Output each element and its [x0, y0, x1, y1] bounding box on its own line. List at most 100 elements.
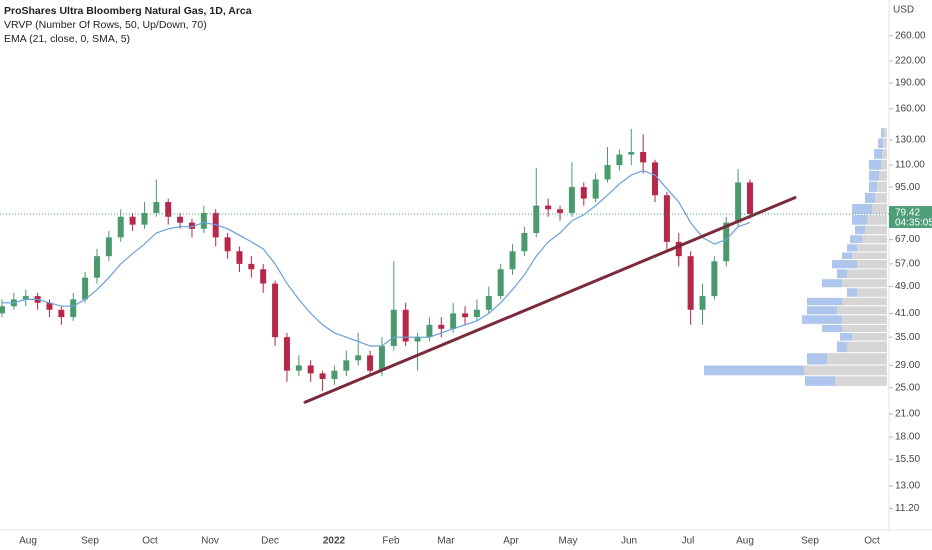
volume-down	[862, 235, 887, 244]
y-tick-label: 220.00	[895, 56, 926, 67]
candle-body	[129, 216, 136, 225]
candle-body	[93, 256, 100, 278]
volume-up	[852, 214, 867, 225]
candle-body	[58, 309, 65, 318]
x-tick-label: Apr	[503, 536, 519, 547]
candle-body	[450, 313, 457, 329]
candle-body	[663, 195, 670, 242]
candle-body	[735, 182, 742, 223]
candle-body	[307, 365, 314, 374]
x-tick-label: Aug	[736, 536, 754, 547]
volume-up	[869, 181, 877, 192]
volume-up	[869, 159, 881, 170]
volume-down	[842, 324, 887, 332]
volume-up	[805, 376, 835, 386]
candle-body	[224, 237, 231, 252]
candle-body	[580, 187, 587, 199]
candle-body	[319, 373, 326, 379]
y-tick-label: 110.00	[895, 160, 925, 171]
y-tick-label: 160.00	[895, 103, 926, 114]
candle-body	[355, 355, 362, 361]
volume-up	[881, 128, 884, 138]
candle-body	[117, 216, 124, 238]
candle-body	[367, 355, 374, 371]
candle-body	[533, 205, 540, 234]
candle-body	[592, 179, 599, 199]
candle-body	[236, 251, 243, 264]
volume-down	[857, 260, 887, 269]
x-tick-label: Jul	[682, 536, 695, 547]
volume-down	[872, 203, 887, 214]
candle-body	[485, 296, 492, 310]
candle-body	[390, 309, 397, 347]
volume-down	[867, 214, 887, 225]
y-tick-label: 57.00	[895, 259, 920, 270]
y-tick-label: 18.00	[895, 432, 920, 443]
trendline	[303, 196, 797, 404]
candle-body	[105, 237, 112, 257]
candle-body	[0, 306, 5, 314]
volume-down	[837, 306, 887, 315]
volume-down	[884, 128, 887, 138]
candle-body	[497, 269, 504, 297]
candle-body	[378, 346, 385, 371]
y-tick-label: 49.00	[895, 281, 920, 292]
y-tick-label: 25.00	[895, 382, 920, 393]
x-tick-label: Mar	[437, 536, 455, 547]
volume-up	[822, 324, 842, 332]
volume-up	[840, 332, 852, 341]
candle-body	[414, 337, 421, 342]
volume-up	[807, 353, 827, 365]
candle-body	[747, 182, 753, 215]
candle-body	[153, 202, 160, 213]
x-tick-label: Feb	[382, 536, 400, 547]
candle-body	[473, 309, 480, 318]
candle-body	[438, 324, 445, 329]
x-tick-label: Oct	[864, 536, 880, 547]
volume-down	[835, 376, 887, 386]
y-tick-label: 21.00	[895, 409, 920, 420]
volume-down	[842, 279, 887, 288]
candle-body	[604, 165, 611, 180]
y-tick-label: 67.00	[895, 234, 920, 245]
volume-down	[847, 269, 887, 279]
ema-line	[2, 170, 751, 347]
candle-body	[260, 269, 267, 284]
candle-body	[331, 370, 338, 379]
volume-up	[852, 203, 872, 214]
candle-body	[82, 277, 89, 300]
volume-up	[847, 244, 857, 252]
x-tick-label: 2022	[323, 536, 346, 547]
volume-down	[852, 252, 887, 260]
candle-body	[70, 299, 77, 318]
candle-body	[545, 205, 552, 210]
candle-body	[295, 365, 302, 371]
y-tick-label: 11.20	[895, 503, 920, 514]
volume-up	[822, 279, 842, 288]
x-tick-label: Oct	[142, 536, 158, 547]
y-tick-label: 130.00	[895, 135, 926, 146]
volume-down	[875, 192, 887, 203]
volume-up	[874, 149, 882, 159]
candle-body	[343, 360, 350, 371]
volume-up	[869, 170, 879, 181]
x-tick-label: Dec	[261, 536, 279, 547]
candle-body	[426, 324, 433, 338]
candle-body	[568, 187, 575, 213]
volume-up	[850, 235, 862, 244]
x-tick-label: Nov	[201, 536, 219, 547]
x-tick-label: Sep	[801, 536, 819, 547]
chart-title: ProShares Ultra Bloomberg Natural Gas, 1…	[4, 5, 252, 17]
candle-body	[46, 302, 53, 310]
volume-down	[877, 181, 887, 192]
candle-body	[652, 162, 659, 196]
volume-up	[878, 138, 883, 149]
volume-down	[804, 365, 887, 376]
volume-down	[842, 315, 887, 324]
volume-down	[881, 159, 887, 170]
y-tick-label: 190.00	[895, 78, 926, 89]
x-tick-label: Sep	[81, 536, 99, 547]
volume-up	[855, 225, 865, 235]
candle-body	[640, 152, 647, 163]
